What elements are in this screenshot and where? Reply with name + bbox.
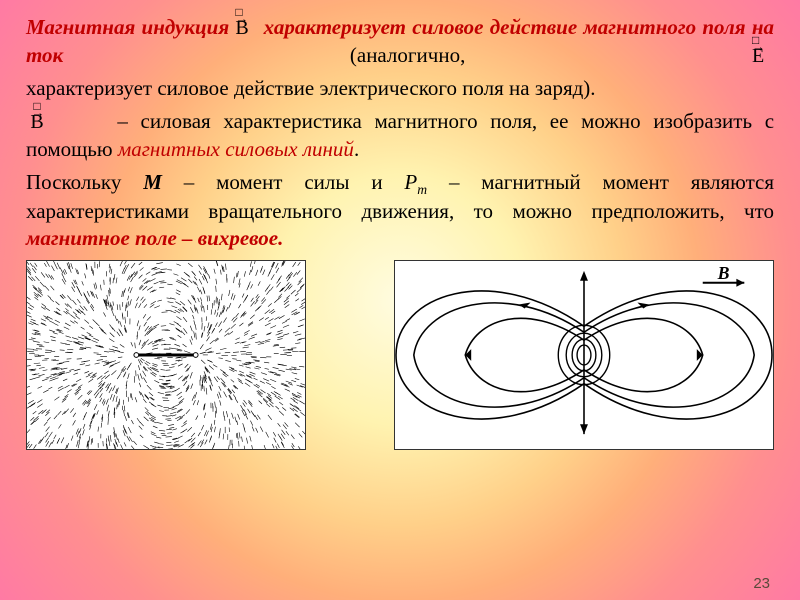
vector-b-1: □→B xyxy=(235,16,257,42)
paragraph-2: характеризует силовое действие электриче… xyxy=(26,75,774,102)
figure-iron-filings xyxy=(26,260,306,450)
vector-b-2: □→B xyxy=(26,110,48,136)
paragraph-4: Поскольку M – момент силы и Pm – магнитн… xyxy=(26,169,774,252)
moment-P: P xyxy=(404,170,417,194)
p3-text2: магнитных силовых линий xyxy=(118,137,354,161)
p3-text3: . xyxy=(354,137,359,161)
p1-text3: (аналогично, xyxy=(63,43,752,67)
p4-t2: – момент силы и xyxy=(162,170,405,194)
moment-P-sub: m xyxy=(417,182,427,197)
moment-M: M xyxy=(143,170,162,194)
vector-e: □→E xyxy=(752,44,774,70)
paragraph-1: Магнитная индукция □→B характеризует сил… xyxy=(26,14,774,69)
p2-text: характеризует силовое действие электриче… xyxy=(26,76,596,100)
b-label: B xyxy=(717,263,730,283)
p4-t1: Поскольку xyxy=(26,170,143,194)
p4-t4: магнитное поле – вихревое. xyxy=(26,226,283,250)
page-number: 23 xyxy=(753,575,770,592)
figure-row: B xyxy=(26,260,774,450)
paragraph-3: □→B – силовая характеристика магнитного … xyxy=(26,108,774,162)
figure-field-lines: B xyxy=(394,260,774,450)
p1-text1: Магнитная индукция xyxy=(26,15,235,39)
